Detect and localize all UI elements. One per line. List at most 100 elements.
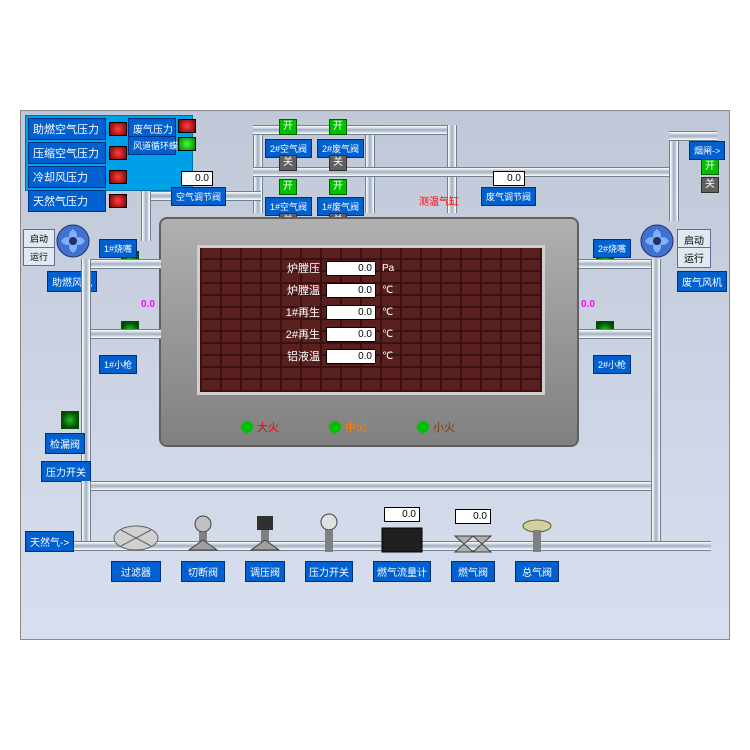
param-label: 炉膛温 [260, 282, 320, 298]
equip-label: 切断阀 [181, 561, 225, 582]
pipe [669, 131, 717, 141]
param-row: 炉膛温 0.0 ℃ [260, 282, 490, 298]
exhaust-row: 风道循环蝶阀 [128, 136, 176, 155]
gun2-label: 2#小枪 [593, 355, 631, 374]
air-adj-label: 空气调节阀 [171, 187, 226, 206]
exhaust-fan-icon [637, 221, 677, 261]
equip-pswitch: 压力开关 [305, 512, 353, 582]
pswitch-icon [312, 512, 346, 556]
fire-dot [329, 421, 341, 433]
param-label: 2#再生 [260, 326, 320, 342]
fire-small: 小火 [417, 419, 455, 435]
smoke-open[interactable]: 开 [701, 159, 719, 175]
pipe [365, 125, 455, 135]
pressure-indicator [109, 122, 127, 136]
pipe [81, 259, 161, 269]
equip-cutoff: 切断阀 [181, 512, 225, 582]
damper-label: 风道循环蝶阀 [128, 136, 176, 155]
param-label: 铝液温 [260, 348, 320, 364]
open-button[interactable]: 开 [279, 179, 297, 195]
fire-row: 大火 中火 小火 [241, 419, 455, 435]
fire-label: 中火 [345, 419, 367, 435]
equip-label: 过滤器 [111, 561, 161, 582]
equip-flowmeter: 0.0 燃气流量计 [373, 507, 431, 582]
param-unit: Pa [382, 263, 394, 274]
close-button[interactable]: 关 [329, 155, 347, 171]
exhaust-fan-label: 废气风机 [677, 271, 727, 292]
pipe [669, 131, 679, 221]
gun1-label: 1#小枪 [99, 355, 137, 374]
burner1-label: 1#烧嘴 [99, 239, 137, 258]
param-label: 炉膛压 [260, 260, 320, 276]
burner2-label: 2#烧嘴 [593, 239, 631, 258]
param-label: 1#再生 [260, 304, 320, 320]
side-value-right: 0.0 [581, 299, 595, 310]
param-row: 炉膛压 0.0 Pa [260, 260, 490, 276]
fire-big: 大火 [241, 419, 279, 435]
run-button[interactable]: 运行 [23, 247, 55, 266]
pressure-label: 助燃空气压力 [28, 118, 106, 140]
fire-mid: 中火 [329, 419, 367, 435]
equip-filter: 过滤器 [111, 520, 161, 582]
air-adj-value: 0.0 [181, 171, 213, 186]
fire-label: 大火 [257, 419, 279, 435]
side-value-left: 0.0 [141, 299, 155, 310]
equip-regulator: 调压阀 [245, 512, 285, 582]
param-unit: ℃ [382, 307, 393, 318]
temp-cyl-label: 测温气缸 [419, 193, 459, 208]
flowmeter-icon [376, 524, 428, 556]
param-unit: ℃ [382, 329, 393, 340]
pressure-label: 压缩空气压力 [28, 142, 106, 164]
equip-gasvalve: 0.0 燃气阀 [451, 509, 495, 582]
fire-label: 小火 [433, 419, 455, 435]
equip-mainvalve: 总气阀 [515, 516, 559, 582]
smoke-label: 烟闸-> [689, 141, 725, 160]
pipe [81, 329, 161, 339]
filter-icon [111, 520, 161, 556]
close-button[interactable]: 关 [279, 155, 297, 171]
run-button[interactable]: 运行 [677, 247, 711, 268]
gasvalve-icon [451, 526, 495, 556]
gasvalve-value: 0.0 [455, 509, 491, 524]
leak-valve[interactable] [61, 411, 79, 429]
furnace: 炉膛压 0.0 Pa 炉膛温 0.0 ℃ 1#再生 0.0 ℃ 2#再生 0.0 [159, 217, 579, 447]
equip-label: 燃气阀 [451, 561, 495, 582]
pressure-panel: 助燃空气压力 压缩空气压力 冷却风压力 天然气压力 废气压力 风道循环蝶阀 [25, 115, 193, 191]
param-value: 0.0 [326, 349, 376, 364]
pressure-indicator [109, 194, 127, 208]
pressure-label: 天然气压力 [28, 190, 106, 212]
fire-dot [417, 421, 429, 433]
pipe [651, 481, 661, 541]
pipe [81, 481, 661, 491]
open-button[interactable]: 开 [279, 119, 297, 135]
regulator-icon [245, 512, 285, 556]
pipe [253, 125, 373, 135]
fire-dot [241, 421, 253, 433]
equip-label: 压力开关 [305, 561, 353, 582]
equipment-row: 过滤器 切断阀 调压阀 压力开关 0.0 燃气流量计 0.0 燃气阀 [111, 507, 559, 582]
exhaust-adj-value: 0.0 [493, 171, 525, 186]
start-button[interactable]: 启动 [23, 229, 55, 248]
smoke-close[interactable]: 关 [701, 177, 719, 193]
mainvalve-icon [515, 516, 559, 556]
pipe [81, 259, 91, 489]
pressure-indicator [109, 146, 127, 160]
param-value: 0.0 [326, 327, 376, 342]
pipe [447, 167, 677, 177]
param-value: 0.0 [326, 305, 376, 320]
exhaust-indicator [178, 119, 196, 133]
cutoff-icon [181, 512, 225, 556]
exhaust-adj-label: 废气调节阀 [481, 187, 536, 206]
leak-label: 检漏阀 [45, 433, 85, 454]
param-unit: ℃ [382, 285, 393, 296]
pipe [81, 481, 91, 541]
pressure-switch-label: 压力开关 [41, 461, 91, 482]
equip-label: 燃气流量计 [373, 561, 431, 582]
combustion-fan-icon [53, 221, 93, 261]
open-button[interactable]: 开 [329, 119, 347, 135]
open-button[interactable]: 开 [329, 179, 347, 195]
pressure-label: 冷却风压力 [28, 166, 106, 188]
equip-label: 总气阀 [515, 561, 559, 582]
pipe [579, 329, 659, 339]
pipe [579, 259, 659, 269]
